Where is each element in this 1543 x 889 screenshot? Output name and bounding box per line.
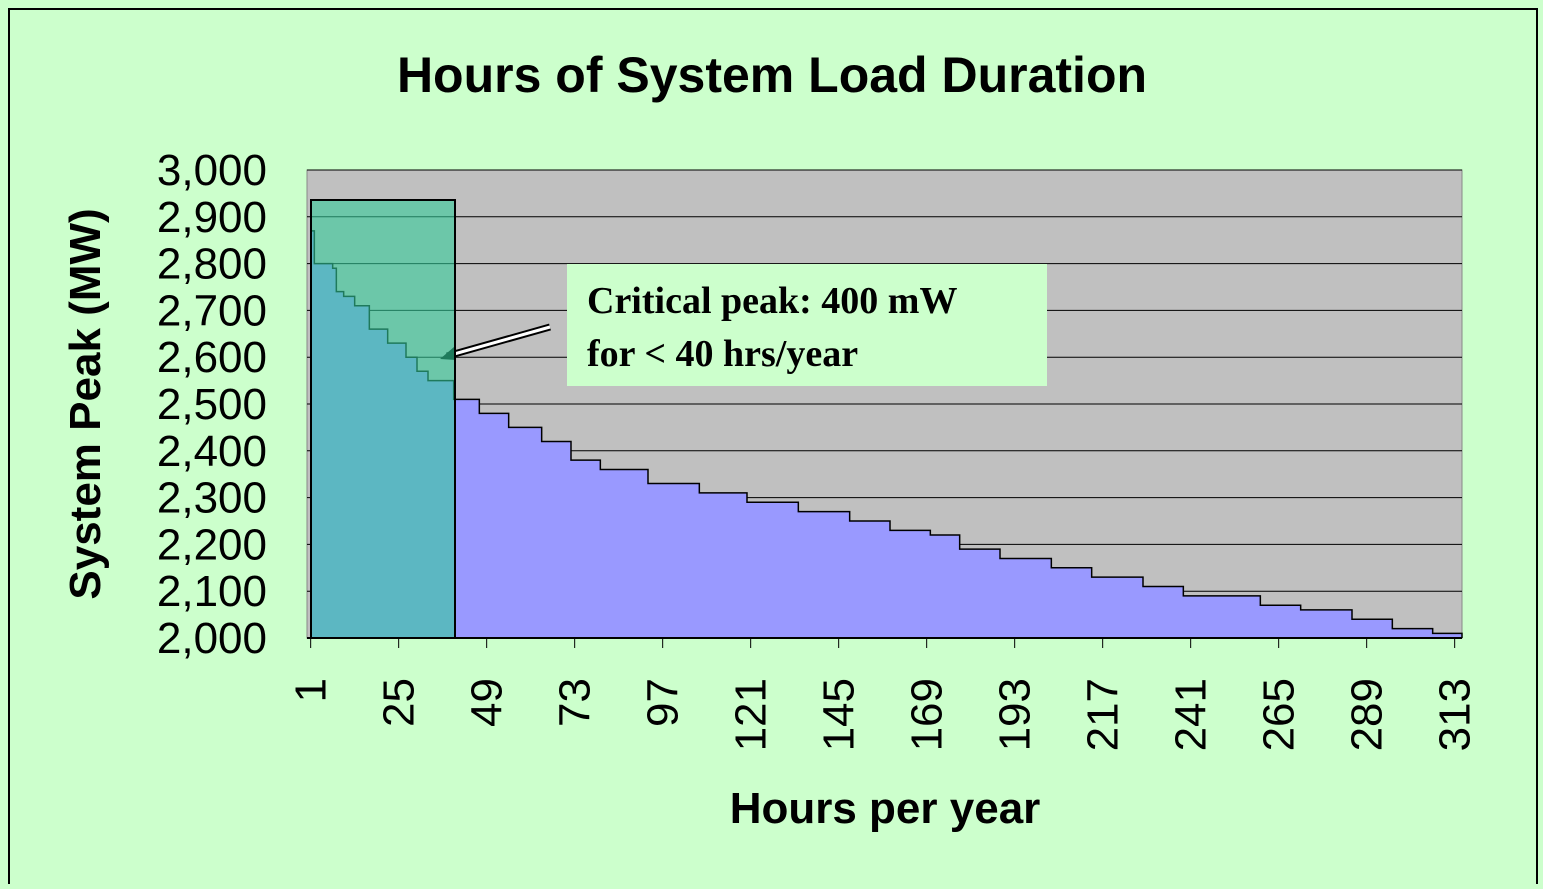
area-fill [310, 230, 1463, 638]
y-tick-label: 2,500 [157, 380, 267, 429]
x-tick-label: 289 [1343, 678, 1392, 751]
y-tick-label: 2,900 [157, 193, 267, 242]
highlight-box [310, 199, 456, 639]
x-tick-label: 241 [1167, 678, 1216, 751]
y-axis-title: System Peak (MW) [61, 208, 110, 599]
x-tick-label: 25 [375, 678, 424, 727]
y-tick-label: 2,000 [157, 614, 267, 663]
x-tick-label: 193 [991, 678, 1040, 751]
x-tick-label: 1 [287, 678, 336, 702]
arrow [446, 325, 551, 358]
x-tick-label: 169 [903, 678, 952, 751]
annotation-box [567, 264, 1047, 386]
chart-title: Hours of System Load Duration [397, 47, 1147, 103]
x-tick-label: 313 [1431, 678, 1480, 751]
x-tick-label: 97 [639, 678, 688, 727]
x-tick-label: 73 [551, 678, 600, 727]
x-tick-label: 217 [1079, 678, 1128, 751]
y-tick-label: 2,400 [157, 427, 267, 476]
x-tick-label: 265 [1255, 678, 1304, 751]
y-tick-label: 2,700 [157, 286, 267, 335]
annotation-line: Critical peak: 400 mW [587, 280, 957, 322]
x-tick-label: 121 [727, 678, 776, 751]
x-tick-label: 49 [463, 678, 512, 727]
annotation-line: for < 40 hrs/year [587, 333, 858, 375]
x-tick-label: 145 [815, 678, 864, 751]
x-axis-title: Hours per year [730, 784, 1041, 833]
y-tick-label: 2,100 [157, 567, 267, 616]
y-tick-label: 2,600 [157, 333, 267, 382]
y-tick-label: 3,000 [157, 146, 267, 195]
y-tick-label: 2,200 [157, 520, 267, 569]
y-tick-label: 2,300 [157, 474, 267, 523]
y-tick-label: 2,800 [157, 240, 267, 289]
